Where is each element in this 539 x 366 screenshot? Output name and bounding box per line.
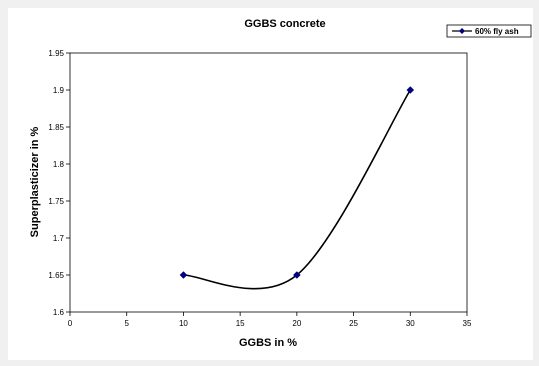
y-axis-ticks: 1.6 1.65 1.7 1.75 1.8 1.85 1.9 1.95 bbox=[48, 49, 70, 317]
plot-area bbox=[69, 52, 468, 313]
x-tick-label: 0 bbox=[68, 319, 73, 328]
y-tick-label: 1.75 bbox=[48, 197, 64, 206]
legend-diamond-marker bbox=[459, 28, 465, 34]
y-tick-label: 1.95 bbox=[48, 49, 64, 58]
legend-label: 60% fly ash bbox=[475, 27, 519, 36]
x-tick-label: 20 bbox=[292, 319, 301, 328]
x-axis-title: GGBS in % bbox=[239, 337, 297, 349]
y-tick-label: 1.8 bbox=[53, 160, 65, 169]
y-tick-label: 1.9 bbox=[53, 86, 65, 95]
series-layer bbox=[179, 86, 415, 290]
legend-box bbox=[446, 24, 532, 38]
x-tick-label: 5 bbox=[124, 319, 129, 328]
x-tick-label: 25 bbox=[349, 319, 358, 328]
series-line bbox=[183, 89, 411, 290]
y-axis-title: Superplasticizer in % bbox=[29, 126, 41, 237]
x-tick-label: 10 bbox=[179, 319, 188, 328]
x-axis-ticks: 0 5 10 15 20 25 30 35 bbox=[68, 312, 472, 328]
chart-title: GGBS concrete bbox=[244, 18, 325, 30]
legend: 60% fly ash bbox=[446, 24, 532, 38]
y-tick-label: 1.65 bbox=[48, 271, 64, 280]
data-point-marker bbox=[179, 271, 188, 279]
data-point-marker bbox=[406, 86, 415, 94]
y-tick-label: 1.7 bbox=[53, 234, 65, 243]
x-tick-label: 30 bbox=[406, 319, 415, 328]
x-tick-label: 15 bbox=[236, 319, 245, 328]
x-tick-label: 35 bbox=[463, 319, 472, 328]
y-tick-label: 1.6 bbox=[53, 308, 65, 317]
data-point-marker bbox=[293, 271, 301, 279]
y-tick-label: 1.85 bbox=[48, 123, 64, 132]
